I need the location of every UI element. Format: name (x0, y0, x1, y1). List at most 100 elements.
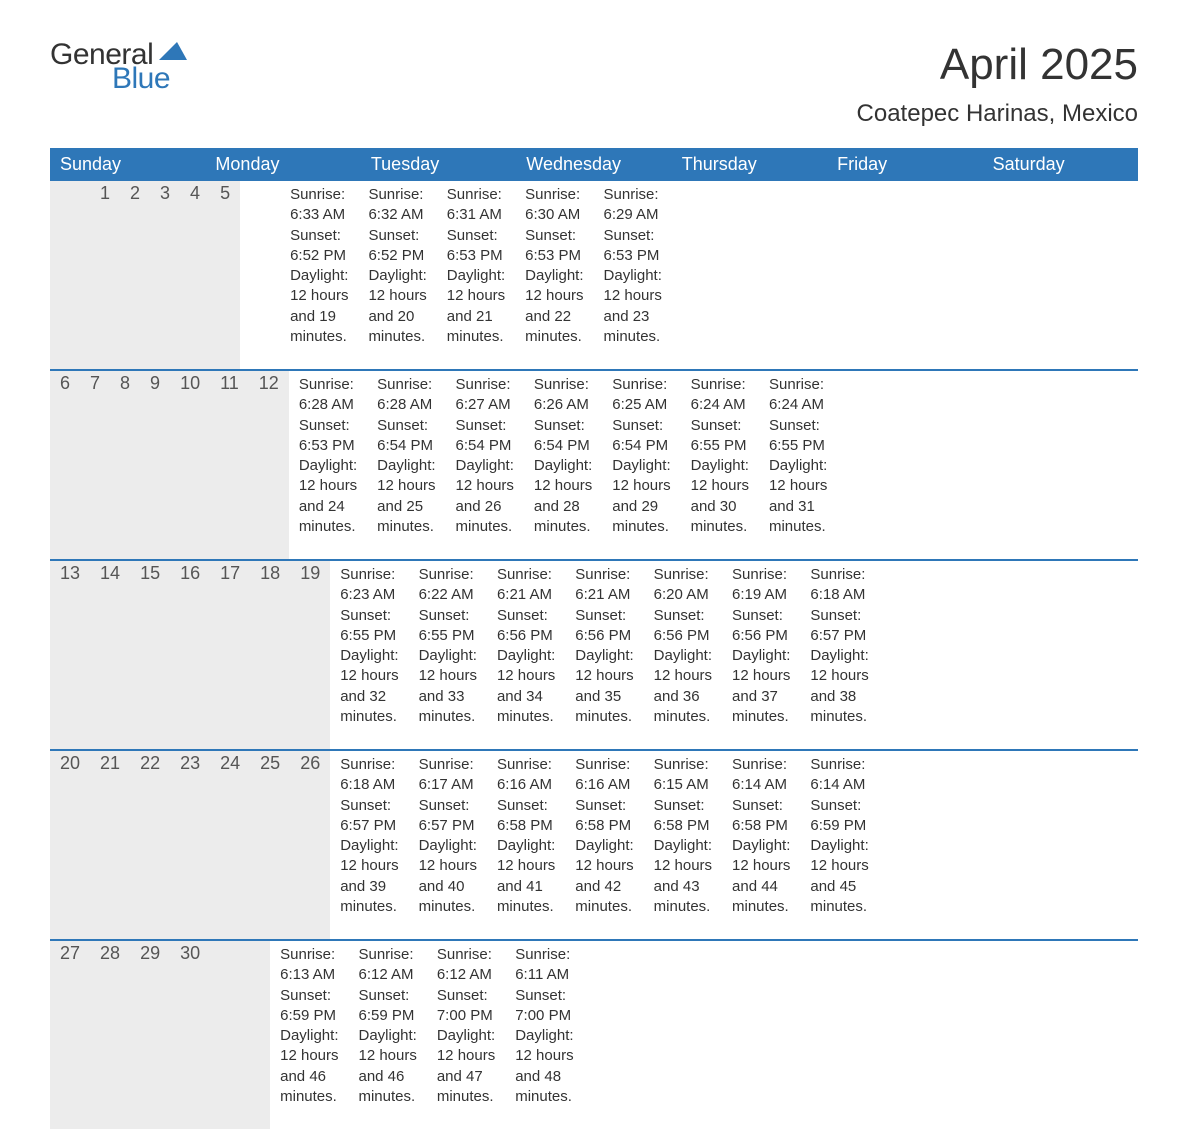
sunset-line: Sunset: 6:55 PM (769, 416, 827, 457)
daydata-row: Sunrise: 6:18 AMSunset: 6:57 PMDaylight:… (330, 751, 879, 939)
weekday-label: Thursday (672, 148, 827, 181)
daylight-line: Daylight: 12 hours and 44 minutes. (732, 836, 790, 917)
sunrise-line: Sunrise: 6:21 AM (497, 565, 555, 606)
day-number (250, 941, 270, 1129)
sunset-line: Sunset: 6:54 PM (456, 416, 514, 457)
daynum-row: 20212223242526 (50, 751, 330, 939)
sunset-line: Sunset: 6:57 PM (810, 606, 868, 647)
day-cell: Sunrise: 6:12 AMSunset: 7:00 PMDaylight:… (427, 941, 505, 1129)
location: Coatepec Harinas, Mexico (857, 100, 1138, 128)
daylight-line: Daylight: 12 hours and 34 minutes. (497, 646, 555, 727)
daylight-line: Daylight: 12 hours and 45 minutes. (810, 836, 868, 917)
day-number: 30 (170, 941, 210, 1129)
sunset-line: Sunset: 6:54 PM (377, 416, 435, 457)
sunset-line: Sunset: 6:55 PM (340, 606, 398, 647)
sunset-line: Sunset: 6:58 PM (575, 796, 633, 837)
sunrise-line: Sunrise: 6:27 AM (456, 375, 514, 416)
day-cell: Sunrise: 6:11 AMSunset: 7:00 PMDaylight:… (505, 941, 583, 1129)
daylight-line: Daylight: 12 hours and 46 minutes. (280, 1026, 338, 1107)
sunrise-line: Sunrise: 6:14 AM (810, 755, 868, 796)
sunset-line: Sunset: 6:55 PM (691, 416, 749, 457)
weekday-label: Sunday (50, 148, 205, 181)
day-number: 4 (180, 181, 210, 369)
sunrise-line: Sunrise: 6:14 AM (732, 755, 790, 796)
day-number: 12 (249, 371, 289, 559)
day-cell: Sunrise: 6:24 AMSunset: 6:55 PMDaylight:… (759, 371, 837, 559)
sunset-line: Sunset: 6:56 PM (575, 606, 633, 647)
sunrise-line: Sunrise: 6:29 AM (604, 185, 662, 226)
day-cell: Sunrise: 6:24 AMSunset: 6:55 PMDaylight:… (681, 371, 759, 559)
daylight-line: Daylight: 12 hours and 25 minutes. (377, 456, 435, 537)
day-cell: Sunrise: 6:28 AMSunset: 6:54 PMDaylight:… (367, 371, 445, 559)
sunrise-line: Sunrise: 6:13 AM (280, 945, 338, 986)
sunrise-line: Sunrise: 6:18 AM (810, 565, 868, 606)
sunrise-line: Sunrise: 6:28 AM (299, 375, 357, 416)
day-cell: Sunrise: 6:12 AMSunset: 6:59 PMDaylight:… (348, 941, 426, 1129)
weekday-label: Saturday (983, 148, 1138, 181)
daylight-line: Daylight: 12 hours and 22 minutes. (525, 266, 583, 347)
calendar-weekday-header: SundayMondayTuesdayWednesdayThursdayFrid… (50, 148, 1138, 181)
sunrise-line: Sunrise: 6:25 AM (612, 375, 670, 416)
daylight-line: Daylight: 12 hours and 33 minutes. (419, 646, 477, 727)
header: General Blue April 2025 Coatepec Harinas… (50, 40, 1138, 140)
daydata-row: Sunrise: 6:33 AMSunset: 6:52 PMDaylight:… (240, 181, 672, 369)
sunrise-line: Sunrise: 6:23 AM (340, 565, 398, 606)
daylight-line: Daylight: 12 hours and 39 minutes. (340, 836, 398, 917)
day-cell: Sunrise: 6:27 AMSunset: 6:54 PMDaylight:… (446, 371, 524, 559)
day-number: 21 (90, 751, 130, 939)
day-number: 24 (210, 751, 250, 939)
day-cell: Sunrise: 6:18 AMSunset: 6:57 PMDaylight:… (330, 751, 408, 939)
weekday-label: Friday (827, 148, 982, 181)
day-cell: Sunrise: 6:16 AMSunset: 6:58 PMDaylight:… (487, 751, 565, 939)
day-number: 17 (210, 561, 250, 749)
month-title: April 2025 (857, 40, 1138, 90)
sunrise-line: Sunrise: 6:20 AM (654, 565, 712, 606)
day-cell (260, 181, 280, 369)
day-cell: Sunrise: 6:14 AMSunset: 6:59 PMDaylight:… (800, 751, 878, 939)
calendar-week: 12345Sunrise: 6:33 AMSunset: 6:52 PMDayl… (50, 181, 1138, 369)
day-cell: Sunrise: 6:15 AMSunset: 6:58 PMDaylight:… (644, 751, 722, 939)
brand-logo: General Blue (50, 40, 189, 96)
day-number: 20 (50, 751, 90, 939)
sunrise-line: Sunrise: 6:16 AM (575, 755, 633, 796)
sunset-line: Sunset: 6:53 PM (525, 226, 583, 267)
weekday-label: Wednesday (516, 148, 671, 181)
sunrise-line: Sunrise: 6:11 AM (515, 945, 573, 986)
sunrise-line: Sunrise: 6:17 AM (419, 755, 477, 796)
daylight-line: Daylight: 12 hours and 31 minutes. (769, 456, 827, 537)
sunset-line: Sunset: 6:58 PM (732, 796, 790, 837)
day-cell: Sunrise: 6:26 AMSunset: 6:54 PMDaylight:… (524, 371, 602, 559)
day-number: 2 (120, 181, 150, 369)
calendar-week: 6789101112Sunrise: 6:28 AMSunset: 6:53 P… (50, 369, 1138, 559)
daylight-line: Daylight: 12 hours and 23 minutes. (604, 266, 662, 347)
daynum-row: 27282930 (50, 941, 270, 1129)
title-block: April 2025 Coatepec Harinas, Mexico (857, 40, 1138, 140)
day-cell: Sunrise: 6:31 AMSunset: 6:53 PMDaylight:… (437, 181, 515, 369)
sunrise-line: Sunrise: 6:18 AM (340, 755, 398, 796)
day-cell: Sunrise: 6:20 AMSunset: 6:56 PMDaylight:… (644, 561, 722, 749)
day-number: 8 (110, 371, 140, 559)
daylight-line: Daylight: 12 hours and 29 minutes. (612, 456, 670, 537)
daylight-line: Daylight: 12 hours and 42 minutes. (575, 836, 633, 917)
day-number: 7 (80, 371, 110, 559)
sunset-line: Sunset: 6:56 PM (732, 606, 790, 647)
day-cell: Sunrise: 6:14 AMSunset: 6:58 PMDaylight:… (722, 751, 800, 939)
day-number: 9 (140, 371, 170, 559)
day-number: 13 (50, 561, 90, 749)
logo-text-block: General Blue (50, 40, 189, 96)
day-number: 16 (170, 561, 210, 749)
day-cell: Sunrise: 6:18 AMSunset: 6:57 PMDaylight:… (800, 561, 878, 749)
sunrise-line: Sunrise: 6:31 AM (447, 185, 505, 226)
sunset-line: Sunset: 6:53 PM (299, 416, 357, 457)
day-cell: Sunrise: 6:30 AMSunset: 6:53 PMDaylight:… (515, 181, 593, 369)
day-number: 25 (250, 751, 290, 939)
day-cell: Sunrise: 6:28 AMSunset: 6:53 PMDaylight:… (289, 371, 367, 559)
day-number: 1 (90, 181, 120, 369)
day-number: 15 (130, 561, 170, 749)
day-cell: Sunrise: 6:25 AMSunset: 6:54 PMDaylight:… (602, 371, 680, 559)
day-number: 10 (170, 371, 210, 559)
calendar-week: 27282930Sunrise: 6:13 AMSunset: 6:59 PMD… (50, 939, 1138, 1129)
sunset-line: Sunset: 6:53 PM (447, 226, 505, 267)
day-number: 28 (90, 941, 130, 1129)
day-number: 22 (130, 751, 170, 939)
